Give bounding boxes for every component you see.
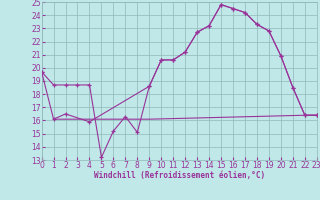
X-axis label: Windchill (Refroidissement éolien,°C): Windchill (Refroidissement éolien,°C): [94, 171, 265, 180]
